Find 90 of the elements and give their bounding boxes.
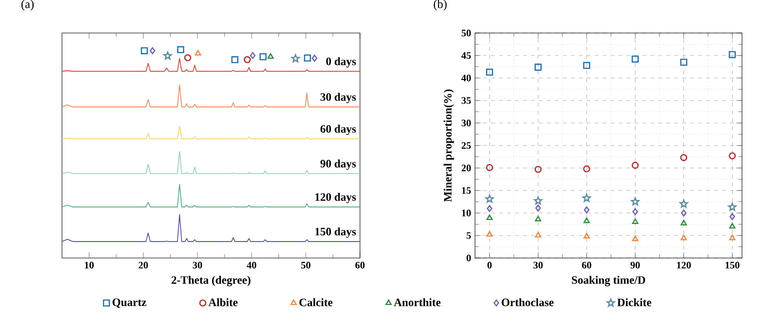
legend-label: Dickite [617, 298, 652, 306]
point [632, 218, 638, 224]
point [680, 234, 687, 240]
point [729, 234, 736, 240]
point [582, 194, 591, 202]
legend-label: Albite [208, 298, 238, 306]
point [680, 200, 688, 208]
point [291, 54, 300, 62]
point [486, 231, 493, 237]
point [535, 204, 541, 212]
point [231, 56, 238, 64]
point [728, 202, 737, 211]
point [177, 46, 184, 54]
point [680, 154, 688, 162]
point [730, 213, 736, 220]
series-label: 90 days [320, 160, 356, 170]
point [259, 53, 267, 60]
y-tick-label: 20 [462, 164, 471, 172]
point [534, 64, 542, 71]
point [304, 54, 311, 62]
y-tick-label: 10 [462, 210, 471, 216]
point [630, 197, 640, 206]
chart-title: (b) [434, 0, 447, 11]
chart-title: (a) [21, 0, 34, 11]
point [250, 52, 256, 60]
legend-label: Orthoclase [502, 298, 554, 306]
point [534, 232, 542, 238]
y-tick-label: 25 [462, 142, 471, 149]
point [584, 232, 590, 238]
y-axis-title: Mineral proportion(%) [444, 89, 454, 202]
legend-label: Quartz [112, 298, 146, 308]
x-tick-label: 30 [192, 262, 202, 269]
point [680, 220, 687, 226]
x-axis-title: Soaking time/D [572, 276, 646, 286]
point [244, 56, 251, 64]
y-tick-label: 0 [466, 254, 471, 262]
point [534, 216, 542, 222]
x-tick-label: 150 [726, 262, 740, 269]
x-tick-label: 120 [677, 262, 691, 269]
point [584, 218, 590, 224]
series-label: 120 days [315, 192, 356, 204]
x-tick-label: 40 [246, 262, 256, 269]
point [150, 47, 156, 54]
point [632, 162, 639, 169]
point [583, 62, 590, 69]
point [486, 68, 494, 76]
point [194, 50, 202, 56]
point [680, 209, 687, 217]
series-label: 0 days [326, 57, 356, 68]
legend-label: Calcite [299, 298, 332, 306]
y-tick-label: 50 [462, 30, 471, 36]
x-tick-label: 60 [582, 262, 592, 269]
point [486, 204, 492, 212]
point [267, 53, 274, 59]
point [486, 214, 493, 220]
y-tick-label: 35 [462, 97, 471, 104]
point [680, 58, 688, 66]
point [583, 165, 590, 172]
point [534, 196, 542, 205]
point [485, 194, 494, 203]
point [312, 54, 318, 62]
y-tick-label: 45 [461, 52, 471, 59]
legend-label: Anorthite [394, 298, 441, 306]
point [632, 56, 639, 63]
point [584, 206, 590, 214]
x-tick-label: 10 [84, 262, 94, 269]
point [184, 54, 192, 62]
point [728, 51, 736, 58]
y-tick-label: 15 [462, 187, 471, 194]
point [729, 222, 736, 229]
point [632, 208, 638, 216]
point [728, 152, 736, 160]
x-tick-label: 90 [630, 262, 640, 269]
point [163, 52, 172, 60]
point [632, 236, 638, 242]
y-tick-label: 40 [461, 74, 471, 82]
y-tick-label: 30 [462, 120, 471, 126]
series-label: 60 days [320, 124, 356, 136]
x-tick-label: 30 [534, 262, 543, 269]
x-tick-label: 0 [487, 262, 492, 269]
x-tick-label: 50 [301, 262, 310, 269]
series-label: 150 days [315, 227, 356, 238]
point [486, 164, 494, 172]
y-tick-label: 5 [466, 232, 471, 239]
x-tick-label: 60 [355, 262, 365, 269]
x-tick-label: 20 [138, 262, 148, 269]
series-label: 30 days [320, 92, 356, 104]
point [140, 47, 148, 54]
x-axis-title: 2-Theta (degree) [172, 276, 250, 286]
point [534, 166, 542, 173]
